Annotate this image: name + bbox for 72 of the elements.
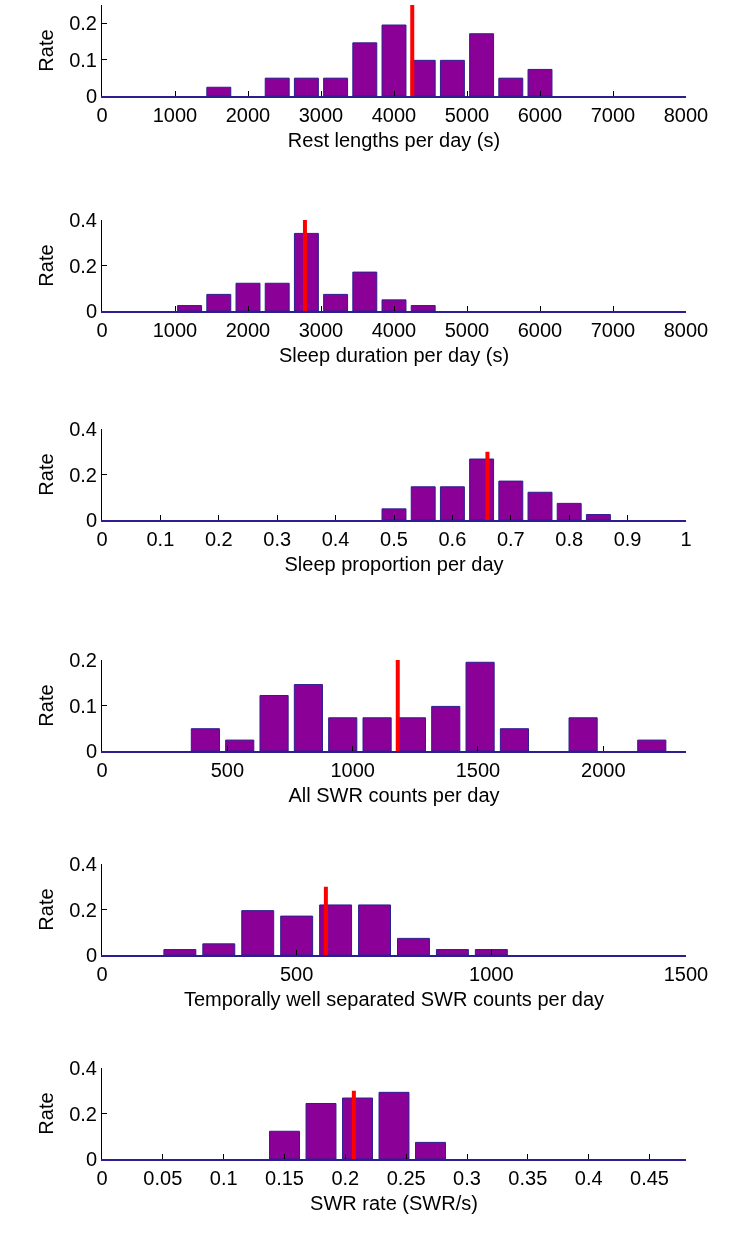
y-tick-label: 0 [85, 300, 97, 322]
x-tick-label: 6000 [517, 103, 563, 126]
y-tick-label: 0.2 [69, 12, 97, 35]
x-tick-label: 1500 [663, 962, 709, 985]
x-tick-label: 0.4 [574, 1166, 603, 1189]
x-tick-label: 500 [210, 758, 245, 781]
y-tick-label: 0.4 [69, 853, 97, 875]
x-tick-label: 7000 [590, 103, 636, 126]
y-axis-title: Rate [34, 1092, 57, 1135]
x-tick-label: 2000 [225, 318, 271, 341]
x-tick-label: 500 [279, 962, 314, 985]
x-tick-label: 0.15 [265, 1166, 304, 1189]
y-axis-title: Rate [34, 888, 57, 931]
y-tick-label: 0 [85, 944, 97, 966]
x-tick-label: 0.25 [386, 1166, 426, 1189]
x-axis-title: SWR rate (SWR/s) [310, 1191, 478, 1214]
x-tick-label: 0.2 [204, 527, 233, 550]
x-tick-label: 0.05 [143, 1166, 183, 1189]
x-tick-label: 1000 [152, 103, 198, 126]
x-tick-label: 3000 [298, 103, 344, 126]
x-axis-title: Sleep duration per day (s) [278, 343, 510, 366]
y-tick-label: 0.2 [69, 463, 97, 486]
y-tick-label: 0 [85, 509, 97, 531]
x-tick-label: 5000 [444, 103, 490, 126]
x-tick-label: 1000 [152, 318, 198, 341]
y-axis-title: Rate [34, 244, 57, 287]
y-tick-label: 0.2 [69, 1102, 97, 1125]
x-tick-label: 0.4 [321, 527, 350, 550]
y-tick-label: 0.1 [69, 48, 97, 71]
x-axis-title: All SWR counts per day [288, 783, 500, 806]
y-tick-label: 0 [85, 85, 97, 107]
x-tick-label: 0.35 [508, 1166, 548, 1189]
y-tick-label: 0.2 [69, 254, 97, 277]
x-tick-label: 5000 [444, 318, 490, 341]
y-tick-label: 0 [85, 740, 97, 762]
x-axis-title: Rest lengths per day (s) [287, 128, 501, 151]
y-tick-label: 0.4 [69, 1057, 97, 1079]
x-axis-title: Sleep proportion per day [284, 552, 504, 575]
x-tick-label: 4000 [371, 103, 417, 126]
y-tick-label: 0.2 [69, 898, 97, 921]
x-tick-label: 6000 [517, 318, 563, 341]
x-tick-label: 0.1 [209, 1166, 238, 1189]
y-axis-title: Rate [34, 453, 57, 496]
y-tick-label: 0.4 [69, 418, 97, 440]
x-tick-label: 0.5 [380, 527, 408, 550]
x-tick-label: 1500 [455, 758, 501, 781]
x-tick-label: 2000 [225, 103, 271, 126]
x-tick-label: 1000 [330, 758, 375, 781]
x-tick-label: 3000 [298, 318, 344, 341]
x-tick-label: 2000 [581, 758, 626, 781]
x-tick-label: 0.6 [438, 527, 467, 550]
y-tick-label: 0.2 [69, 649, 97, 671]
x-tick-label: 7000 [590, 318, 636, 341]
x-tick-label: 0.9 [613, 527, 642, 550]
x-tick-label: 0.2 [331, 1166, 360, 1189]
x-tick-label: 0.7 [496, 527, 525, 550]
x-tick-label: 0.3 [453, 1166, 481, 1189]
x-tick-label: 0.1 [146, 527, 175, 550]
y-tick-label: 0.4 [69, 209, 97, 231]
y-axis-title: Rate [34, 29, 57, 72]
y-tick-label: 0.1 [69, 694, 97, 717]
x-tick-label: 0.8 [555, 527, 584, 550]
x-tick-label: 0.3 [263, 527, 292, 550]
x-tick-label: 8000 [663, 103, 709, 126]
y-axis-title: Rate [34, 684, 57, 727]
x-tick-label: 0.45 [630, 1166, 669, 1189]
x-tick-label: 4000 [371, 318, 417, 341]
x-axis-title: Temporally well separated SWR counts per day [183, 987, 605, 1010]
x-tick-label: 8000 [663, 318, 709, 341]
x-tick-label: 1 [680, 527, 692, 550]
y-tick-label: 0 [85, 1148, 97, 1170]
x-tick-label: 1000 [469, 962, 514, 985]
